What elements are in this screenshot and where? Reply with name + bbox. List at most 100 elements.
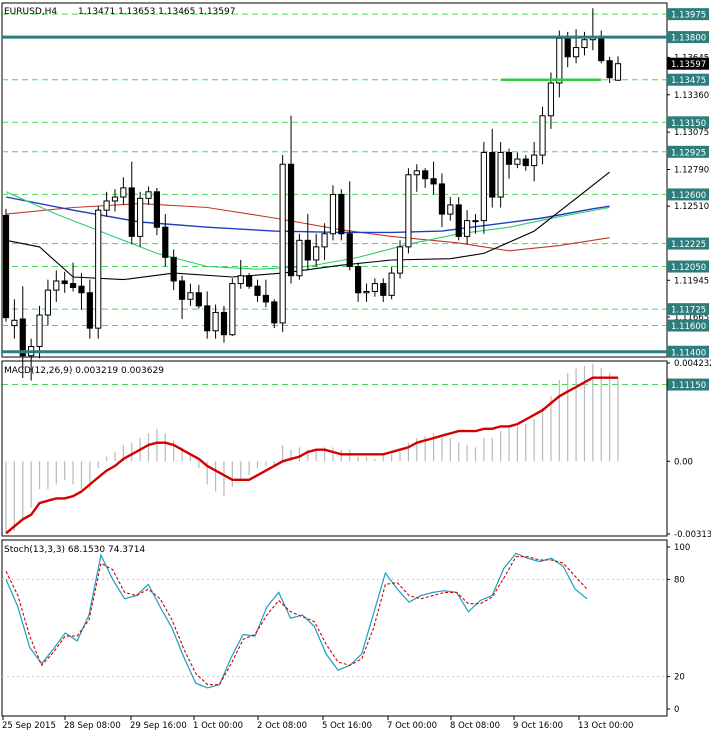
header-symbol: EURUSD,H4 [4, 7, 57, 17]
price-label: 1.11150 [671, 381, 706, 391]
candle-body [86, 292, 93, 329]
bid-price-label: 1.13597 [671, 60, 706, 70]
candle-body [463, 220, 471, 237]
candle-body [103, 200, 110, 211]
price-label: 1.13150 [671, 119, 706, 129]
candle-body [195, 292, 202, 307]
candle-body [472, 220, 479, 223]
price-label-box [667, 303, 709, 316]
candle-body [581, 39, 588, 49]
price-tick-label: 1.13075 [674, 128, 709, 138]
time-tick-label: 13 Oct 00:00 [578, 721, 633, 731]
candle-body [246, 275, 253, 287]
candle-body [405, 174, 412, 248]
price-label: 1.12925 [671, 148, 706, 158]
stoch-tick-label: 100 [674, 543, 690, 553]
candle-body [497, 151, 504, 198]
candle-body [556, 37, 563, 84]
panel-frame [1, 360, 668, 537]
panel-frame [1, 2, 668, 358]
time-tick-label: 2 Oct 08:00 [257, 721, 307, 731]
candle-body [304, 239, 311, 261]
candle-body [220, 311, 228, 336]
time-tick-label: 5 Oct 16:00 [322, 721, 372, 731]
candle-body [413, 170, 420, 176]
macd-tick-label: -0.003132 [674, 530, 711, 540]
panel-frame [1, 539, 668, 717]
price-label: 1.12225 [671, 240, 706, 250]
price-label-box [667, 116, 709, 129]
candle-body [363, 290, 370, 294]
price-label-box [667, 188, 709, 201]
stoch-tick-label: 80 [674, 575, 685, 585]
candle-body [153, 191, 161, 228]
candle-body [95, 209, 102, 329]
candle-body [271, 301, 278, 324]
time-tick-label: 8 Oct 08:00 [450, 721, 500, 731]
price-label: 1.12600 [671, 191, 706, 201]
price-label-box [667, 237, 709, 250]
candle-body [279, 163, 286, 324]
candle-body [329, 193, 337, 235]
price-tick-label: 1.11665 [674, 313, 709, 323]
candle-body [254, 285, 261, 296]
candle-body [11, 319, 18, 327]
stoch-main-line [5, 552, 588, 689]
stoch-tick-label: 20 [674, 673, 685, 683]
candle-body [128, 187, 135, 237]
price-label: 1.12050 [671, 263, 706, 273]
price-label: 1.11600 [671, 322, 706, 332]
candle-body [187, 292, 194, 300]
candle-body [313, 246, 320, 261]
candle-body [296, 239, 303, 277]
candle-body [262, 294, 269, 303]
candle-body [355, 266, 362, 294]
candle-body [371, 283, 378, 292]
time-tick-label: 7 Oct 00:00 [387, 721, 437, 731]
candle-body [111, 196, 119, 202]
price-label: 1.13475 [671, 76, 706, 86]
time-tick-label: 1 Oct 00:00 [193, 721, 243, 731]
candle-body [430, 178, 437, 185]
bid-price-label-box [667, 57, 709, 70]
price-label-box [667, 345, 709, 358]
time-tick-label: 29 Sep 16:00 [130, 721, 187, 731]
price-label: 1.13975 [671, 11, 706, 21]
time-tick-label: 9 Oct 16:00 [513, 721, 563, 731]
macd-tick-label: 0.00 [674, 457, 693, 467]
header-values: 1.13471 1.13653 1.13465 1.13597 [78, 7, 235, 17]
candle-body [447, 204, 454, 215]
candle-body [396, 246, 404, 274]
candle-body [522, 158, 529, 167]
price-tick-label: 1.13360 [674, 91, 709, 101]
candle-body [505, 151, 513, 165]
candle-body [480, 151, 487, 222]
candle-body [137, 197, 144, 237]
price-label-box [667, 260, 709, 273]
candle-body [564, 37, 571, 58]
candle-body [606, 60, 613, 79]
candle-body [346, 233, 353, 268]
price-tick-label: 1.12790 [674, 166, 709, 176]
candle-body [120, 187, 127, 198]
macd-panel: 0.004232 0.00 -0.003132 [1, 359, 711, 540]
candle-body [321, 233, 328, 248]
candle-body [178, 280, 186, 300]
candle-body [455, 204, 462, 237]
stoch-title: Stoch(13,3,3) 68.1530 74.3714 [4, 545, 145, 555]
candle-body [204, 305, 211, 332]
stoch-tick-label: 0 [674, 705, 679, 715]
candle-body [162, 226, 169, 258]
candle-body [614, 63, 622, 81]
price-label-box [667, 73, 709, 86]
price-label-box [667, 31, 709, 44]
candle-body [380, 283, 387, 296]
candle-body [212, 311, 219, 332]
candle-body [438, 183, 446, 215]
candle-body [78, 285, 85, 294]
time-axis: 25 Sep 2015 28 Sep 08:00 29 Sep 16:00 1 Oct… [2, 716, 633, 731]
candle-body [338, 193, 345, 235]
candle-body [514, 158, 521, 165]
candle-body [287, 163, 295, 277]
price-label-box [667, 145, 709, 158]
